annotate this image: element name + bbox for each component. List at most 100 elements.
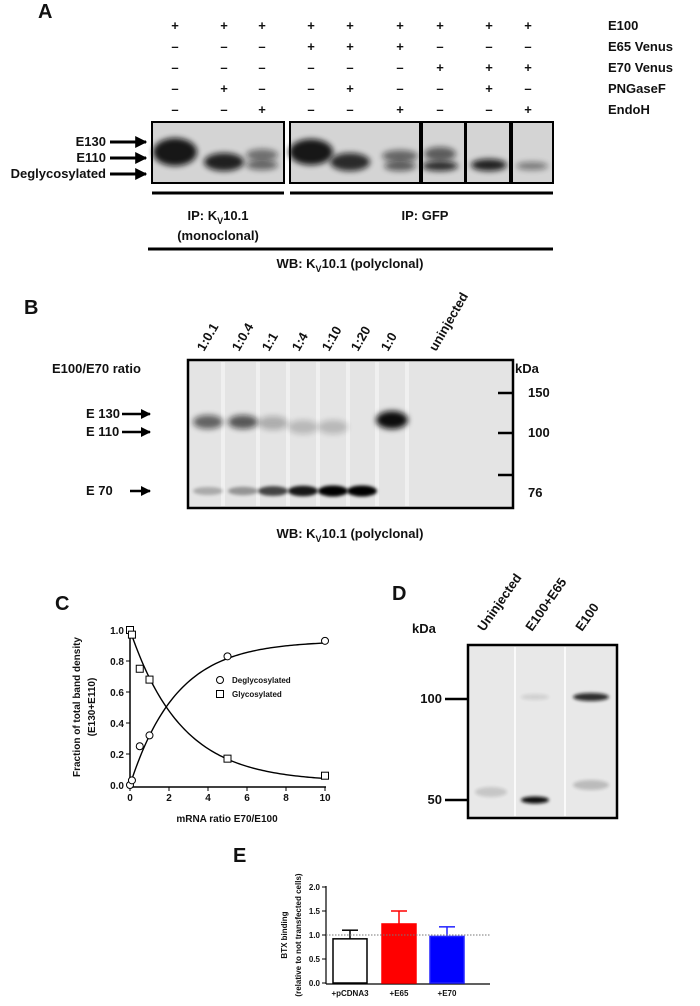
data-point-deglycosylated [127,776,136,785]
blot-border [465,121,511,184]
y-tick-label: 0.2 [110,750,124,761]
protein-band [288,485,318,497]
panel-letter: B [24,297,38,319]
lane-gap [221,362,225,506]
lane-gap [256,362,260,506]
y-axis-label: Fraction of total band density [72,637,83,777]
treatment-sign: – [258,81,265,96]
blot-border [466,643,619,820]
legend-label: Glycosylated [232,690,282,699]
band-label: E 110 [86,424,119,439]
protein-band [193,487,223,495]
protein-band [204,153,244,171]
protein-band [258,416,288,430]
lane-label: 1:10 [319,323,345,353]
treatment-sign: + [346,81,354,96]
protein-band [384,161,416,171]
lane-label: 1:1 [259,330,281,354]
chart-c: 0.0 0.2 0.4 0.6 0.8 1.0 0 2 4 6 8 10 mRNA ratio E70/… [72,626,331,825]
wb-label-a: WB: KV10.1 (polyclonal) [277,256,424,274]
y-tick-label: 0.0 [110,781,124,792]
western-blot-a [151,121,554,184]
data-point-glycosylated [135,664,144,673]
protein-band [424,147,456,161]
x-tick-label: 6 [244,793,250,804]
lane-gap [286,362,290,506]
data-point-deglycosylated [321,636,329,645]
protein-band [521,694,549,700]
blot-border [511,121,554,184]
fit-curve-deglycosylated [129,642,326,786]
band-label: E 70 [86,483,113,498]
chart-e: 0.0 0.5 1.0 1.5 2.0 BTX binding (relative to n… [280,873,490,998]
treatment-sign: + [396,39,404,54]
treatment-sign: + [436,18,444,33]
lane-label: 1:0.4 [229,320,257,354]
treatment-label: E70 Venus [608,60,673,75]
treatment-sign: – [307,102,314,117]
protein-band [246,149,278,161]
treatment-sign: – [258,39,265,54]
ip-kv-label: IP: KV10.1 [188,208,249,226]
treatment-sign: – [258,60,265,75]
treatment-sign: – [524,81,531,96]
marker-label: 100 [420,691,442,706]
protein-band [288,420,318,434]
panel-e: E 0.0 0.5 1.0 1.5 2.0 BTX binding (relative to… [233,845,490,998]
blot-segment [512,122,553,183]
treatment-sign: – [220,102,227,117]
protein-band [516,162,548,170]
treatment-sign: – [485,39,492,54]
bar [332,938,368,984]
band-label: Deglycosylated [11,166,106,181]
protein-band [376,411,408,429]
panel-c: C 0.0 0.2 0.4 0.6 0.8 1.0 0 2 4 6 8 10 mRNA ratio E7… [55,593,331,825]
treatment-sign: + [346,39,354,54]
x-tick-label: 0 [127,793,133,804]
data-point-deglycosylated [135,742,144,751]
panel-letter: E [233,845,246,867]
blot-border [289,121,421,184]
treatment-sign: + [171,18,179,33]
marker-label: 100 [528,425,550,440]
data-point-glycosylated [223,754,232,763]
protein-band [193,415,223,429]
panel-b: B E100/E70 ratio 1:0.1 1:0.4 1:1 1:4 1:10 1:2… [24,290,550,544]
band-label: E130 [76,134,106,149]
treatment-sign: + [524,102,532,117]
marker-label: 150 [528,385,550,400]
lane-label: Uninjected [474,571,524,634]
protein-band [521,796,549,804]
x-tick-label: 10 [319,793,331,804]
treatment-sign: – [220,39,227,54]
protein-band [573,693,609,701]
ip-kv-antibody: (monoclonal) [177,228,259,243]
legend-marker-circle [216,676,224,684]
protein-band [330,153,370,171]
treatment-sign: – [436,81,443,96]
treatment-sign: – [307,60,314,75]
protein-band [228,415,258,429]
treatment-label: PNGaseF [608,81,666,96]
y-tick-label: 0.5 [309,955,321,964]
bar [429,935,465,984]
lane-label: 1:20 [348,323,374,353]
ratio-label: E100/E70 ratio [52,361,141,376]
bar [381,923,417,984]
treatment-sign: + [346,18,354,33]
lane-gap [405,362,409,506]
protein-band [289,139,333,165]
treatment-sign: + [524,18,532,33]
x-tick-label: 8 [283,793,289,804]
treatment-sign: – [436,39,443,54]
y-tick-label: 2.0 [309,883,321,892]
panel-letter: A [38,1,52,23]
protein-band [258,486,288,496]
lane-label: E100 [572,600,602,633]
treatment-label: E65 Venus [608,39,673,54]
treatment-sign: – [307,81,314,96]
treatment-sign: + [436,60,444,75]
y-tick-label: 0.8 [110,657,124,668]
lane-label: E100+E65 [522,575,569,634]
category-label: +E70 [438,989,457,998]
